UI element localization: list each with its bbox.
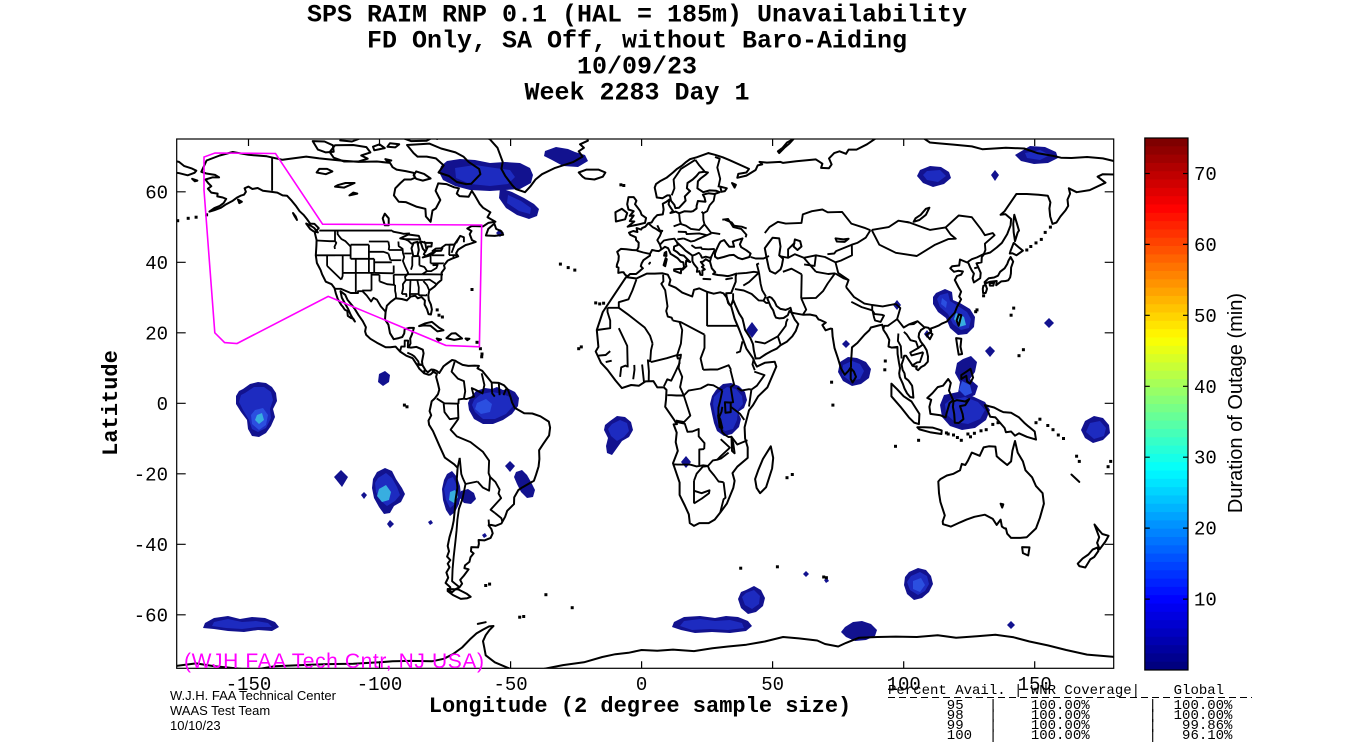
svg-text:Latitude: Latitude [99, 350, 124, 456]
svg-text:95 | 100.00% | 100: 95 | 100.00% | 100.00% [888, 698, 1233, 714]
svg-text:0: 0 [636, 674, 647, 696]
svg-text:20: 20 [145, 323, 168, 345]
svg-text:WAAS Test Team: WAAS Test Team [170, 703, 270, 718]
svg-text:98 | 100.00% | 100: 98 | 100.00% | 100.00% [888, 708, 1233, 724]
svg-text:Duration of Outage (min): Duration of Outage (min) [1225, 293, 1247, 513]
svg-text:10/10/23: 10/10/23 [170, 718, 221, 733]
svg-text:Week 2283 Day 1: Week 2283 Day 1 [524, 79, 749, 108]
svg-text:-40: -40 [134, 535, 168, 557]
svg-text:Percent Avail. | WNR Coverage|: Percent Avail. | WNR Coverage| Global [888, 683, 1224, 699]
svg-text:0: 0 [157, 394, 168, 416]
svg-text:60: 60 [1194, 235, 1217, 257]
svg-text:99 | 100.00% | 99: 99 | 100.00% | 99.86% [888, 718, 1233, 734]
svg-text:W.J.H. FAA Technical Center: W.J.H. FAA Technical Center [170, 688, 337, 703]
svg-text:-20: -20 [134, 464, 168, 486]
svg-text:-100: -100 [357, 674, 403, 696]
svg-text:150: 150 [1018, 674, 1052, 696]
svg-text:(WJH FAA Tech Cntr, NJ USA): (WJH FAA Tech Cntr, NJ USA) [184, 650, 485, 673]
svg-text:100 | 100.00% | 96: 100 | 100.00% | 96.10% [888, 728, 1233, 744]
svg-text:70: 70 [1194, 164, 1217, 186]
svg-text:FD Only, SA Off, without Baro-: FD Only, SA Off, without Baro-Aiding [367, 27, 907, 56]
svg-text:-50: -50 [493, 674, 527, 696]
svg-text:Longitude (2 degree sample siz: Longitude (2 degree sample size) [429, 694, 851, 719]
svg-text:50: 50 [761, 674, 784, 696]
svg-text:40: 40 [1194, 377, 1217, 399]
svg-text:-60: -60 [134, 605, 168, 627]
svg-text:10/09/23: 10/09/23 [577, 53, 697, 82]
svg-text:50: 50 [1194, 306, 1217, 328]
svg-text:40: 40 [145, 253, 168, 275]
svg-text:SPS RAIM RNP 0.1 (HAL = 185m): SPS RAIM RNP 0.1 (HAL = 185m) Unavailabi… [307, 1, 967, 30]
svg-text:60: 60 [145, 182, 168, 204]
svg-text:100: 100 [887, 674, 921, 696]
svg-text:-150: -150 [226, 674, 272, 696]
svg-text:20: 20 [1194, 519, 1217, 541]
svg-text:30: 30 [1194, 448, 1217, 470]
svg-text:10: 10 [1194, 590, 1217, 612]
